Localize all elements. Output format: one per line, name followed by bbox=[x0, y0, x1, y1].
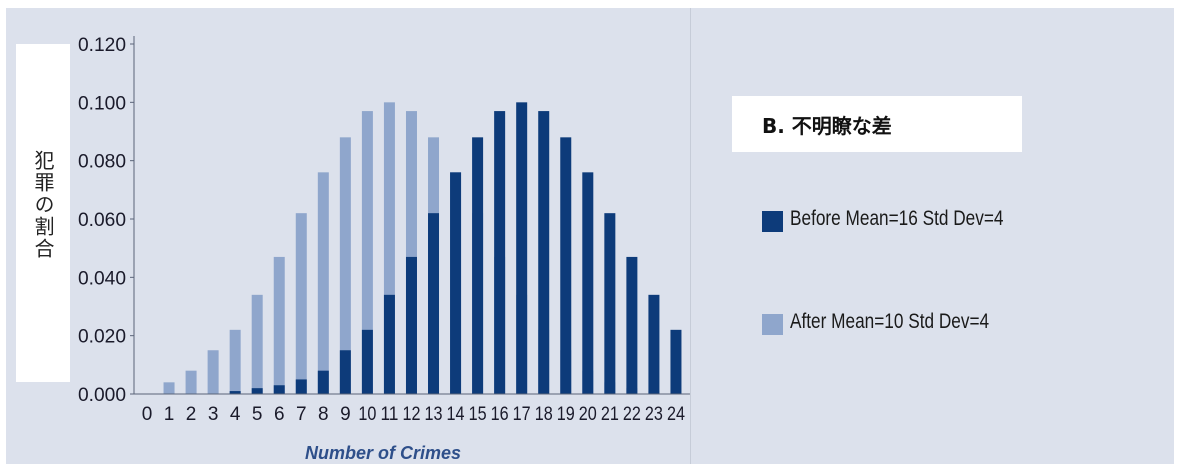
bar-after-5 bbox=[251, 294, 263, 394]
x-ticks-group: 0 1 2 3 4 5 6 7 8 9 10 11 12 13 14 15 16 17 18 19 20 21 22 23 24 bbox=[142, 404, 686, 425]
y-axis-label: 犯罪の割合 bbox=[31, 150, 55, 260]
legend-label-before: Before Mean=16 Std Dev=4 bbox=[790, 207, 1004, 230]
bar-before-23 bbox=[648, 294, 660, 394]
x-tick-label: 6 bbox=[274, 404, 285, 425]
bar-after-12 bbox=[405, 111, 417, 394]
x-tick-label: 20 bbox=[579, 404, 597, 425]
bar-before-6 bbox=[273, 385, 285, 394]
x-tick-label: 8 bbox=[318, 404, 329, 425]
x-tick-label: 4 bbox=[230, 404, 241, 425]
y-axis-label-box bbox=[16, 44, 70, 382]
x-tick-label: 23 bbox=[645, 404, 663, 425]
bar-after-8 bbox=[317, 172, 329, 394]
bar-after-10 bbox=[361, 111, 373, 394]
y-tick-label: 0.020 bbox=[78, 327, 126, 348]
bar-before-8 bbox=[317, 370, 329, 394]
bar-after-7 bbox=[295, 213, 307, 394]
bar-before-16 bbox=[494, 111, 506, 394]
legend-label-after: After Mean=10 Std Dev=4 bbox=[790, 310, 990, 333]
bar-before-15 bbox=[472, 137, 484, 394]
x-tick-label: 2 bbox=[186, 404, 197, 425]
chart-title-box bbox=[732, 96, 1022, 152]
x-tick-label: 7 bbox=[296, 404, 307, 425]
x-axis-label: Number of Crimes bbox=[305, 443, 461, 463]
x-tick-label: 14 bbox=[447, 404, 465, 425]
x-tick-label: 10 bbox=[358, 404, 376, 425]
panel-divider bbox=[690, 8, 691, 464]
x-tick-label: 18 bbox=[535, 404, 553, 425]
x-tick-label: 24 bbox=[667, 404, 685, 425]
bar-before-22 bbox=[626, 256, 638, 394]
y-tick-label: 0.000 bbox=[78, 385, 126, 406]
y-tick-label: 0.120 bbox=[78, 35, 126, 56]
bar-after-6 bbox=[273, 256, 285, 394]
x-tick-label: 0 bbox=[142, 404, 153, 425]
bar-before-9 bbox=[339, 350, 351, 394]
bar-before-21 bbox=[604, 213, 616, 394]
bar-after-4 bbox=[229, 329, 241, 394]
y-tick-label: 0.060 bbox=[78, 210, 126, 231]
bar-before-7 bbox=[295, 379, 307, 394]
x-tick-label: 22 bbox=[623, 404, 641, 425]
bar-before-13 bbox=[428, 213, 440, 394]
x-tick-label: 15 bbox=[469, 404, 487, 425]
bar-after-11 bbox=[383, 102, 395, 394]
bar-before-18 bbox=[538, 111, 550, 394]
bar-before-20 bbox=[582, 172, 594, 394]
bar-after-9 bbox=[339, 137, 351, 394]
bar-before-10 bbox=[361, 329, 373, 394]
y-ticks-group: 0.000 0.020 0.040 0.060 0.080 0.100 0.120 bbox=[78, 35, 134, 406]
bar-after-3 bbox=[207, 350, 219, 394]
x-tick-label: 12 bbox=[402, 404, 420, 425]
bar-before-11 bbox=[383, 294, 395, 394]
x-tick-label: 16 bbox=[491, 404, 509, 425]
bar-before-24 bbox=[670, 329, 682, 394]
x-tick-label: 13 bbox=[425, 404, 443, 425]
y-tick-label: 0.100 bbox=[78, 93, 126, 114]
x-tick-label: 3 bbox=[208, 404, 219, 425]
x-tick-label: 1 bbox=[164, 404, 175, 425]
x-tick-label: 17 bbox=[513, 404, 531, 425]
bar-before-14 bbox=[450, 172, 462, 394]
legend-swatch-before bbox=[762, 211, 783, 232]
legend-swatch-after bbox=[762, 314, 783, 335]
bars-group bbox=[163, 102, 682, 394]
bar-after-1 bbox=[163, 382, 175, 394]
bar-before-4 bbox=[229, 391, 241, 394]
x-tick-label: 19 bbox=[557, 404, 575, 425]
bar-before-12 bbox=[405, 256, 417, 394]
y-tick-label: 0.080 bbox=[78, 152, 126, 173]
y-tick-label: 0.040 bbox=[78, 268, 126, 289]
x-tick-label: 5 bbox=[252, 404, 263, 425]
bar-before-17 bbox=[516, 102, 528, 394]
x-tick-label: 21 bbox=[601, 404, 619, 425]
bar-after-2 bbox=[185, 370, 197, 394]
bar-before-5 bbox=[251, 388, 263, 394]
x-tick-label: 11 bbox=[380, 404, 398, 425]
x-tick-label: 9 bbox=[340, 404, 351, 425]
chart-title: B. 不明瞭な差 bbox=[762, 114, 892, 138]
bar-before-19 bbox=[560, 137, 572, 394]
